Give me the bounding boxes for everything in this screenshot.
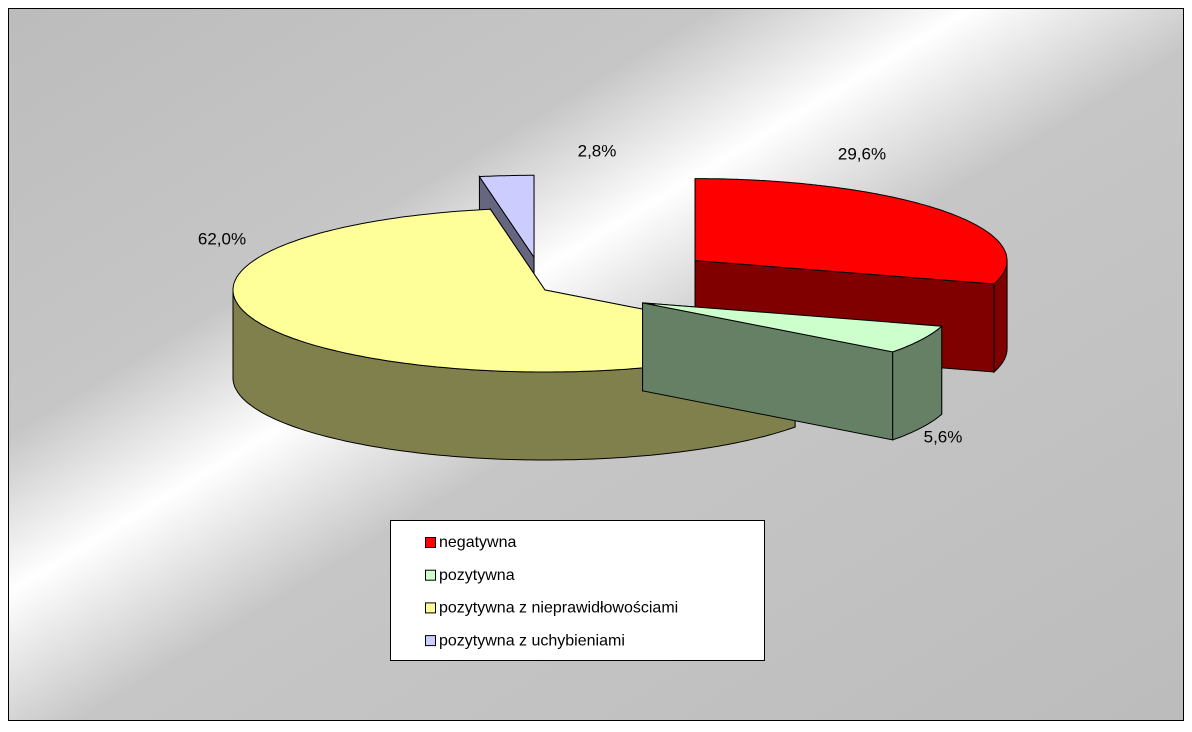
slice-top (642, 302, 943, 353)
data-label: 2,8% (578, 141, 617, 160)
slice-top (694, 178, 1008, 285)
legend-label: negatywna (439, 534, 516, 551)
legend-swatch (425, 537, 436, 548)
legend-entries: negatywna pozytywna pozytywna z nieprawidł… (425, 534, 678, 649)
pie (232, 174, 1008, 461)
data-label: 62,0% (198, 229, 246, 248)
slice (642, 302, 943, 441)
legend (390, 520, 765, 661)
legend-label: pozytywna z nieprawidłowościami (439, 600, 678, 617)
legend-swatch (425, 569, 436, 581)
data-label: 5,6% (924, 427, 963, 446)
legend-label: pozytywna z uchybieniami (439, 632, 625, 649)
data-label: 29,6% (838, 144, 886, 163)
legend-label: pozytywna (439, 567, 515, 584)
legend-swatch (425, 635, 436, 647)
data-labels: 29,6% 5,6% 62,0% 2,8% (198, 141, 962, 446)
slice-top (478, 174, 535, 259)
legend-swatch (425, 602, 436, 614)
